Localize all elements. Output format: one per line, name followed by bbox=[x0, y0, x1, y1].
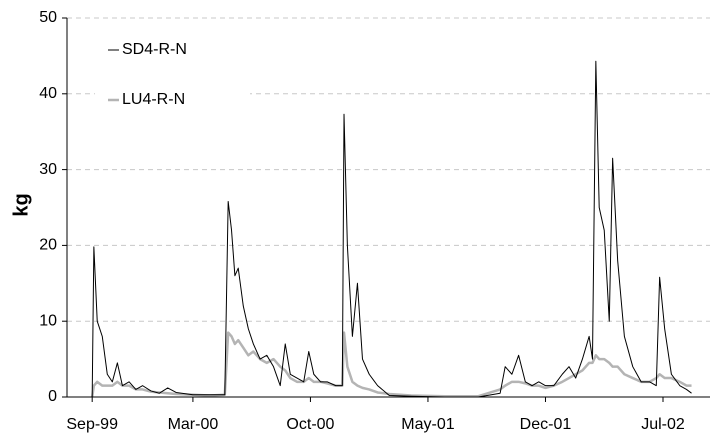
y-tick-label: 50 bbox=[39, 9, 57, 26]
y-tick-label: 30 bbox=[39, 161, 57, 178]
data-line bbox=[91, 60, 692, 398]
x-tick-label: Sep-99 bbox=[66, 416, 118, 433]
y-tick-label: 10 bbox=[39, 312, 57, 329]
x-tick-label: May-01 bbox=[401, 416, 454, 433]
y-axis-label: kg bbox=[10, 193, 32, 216]
x-tick-label: Mar-00 bbox=[168, 416, 219, 433]
x-tick-label: Oct-00 bbox=[286, 416, 334, 433]
legend-label: LU4-R-N bbox=[122, 91, 185, 108]
legend-label: SD4-R-N bbox=[122, 41, 187, 58]
y-tick-label: 20 bbox=[39, 237, 57, 254]
y-tick-label: 0 bbox=[48, 388, 57, 405]
y-tick-label: 40 bbox=[39, 85, 57, 102]
data-line bbox=[90, 331, 692, 398]
x-tick-label: Jul-02 bbox=[641, 416, 685, 433]
legend-background bbox=[95, 30, 250, 115]
x-tick-label: Dec-01 bbox=[520, 416, 572, 433]
